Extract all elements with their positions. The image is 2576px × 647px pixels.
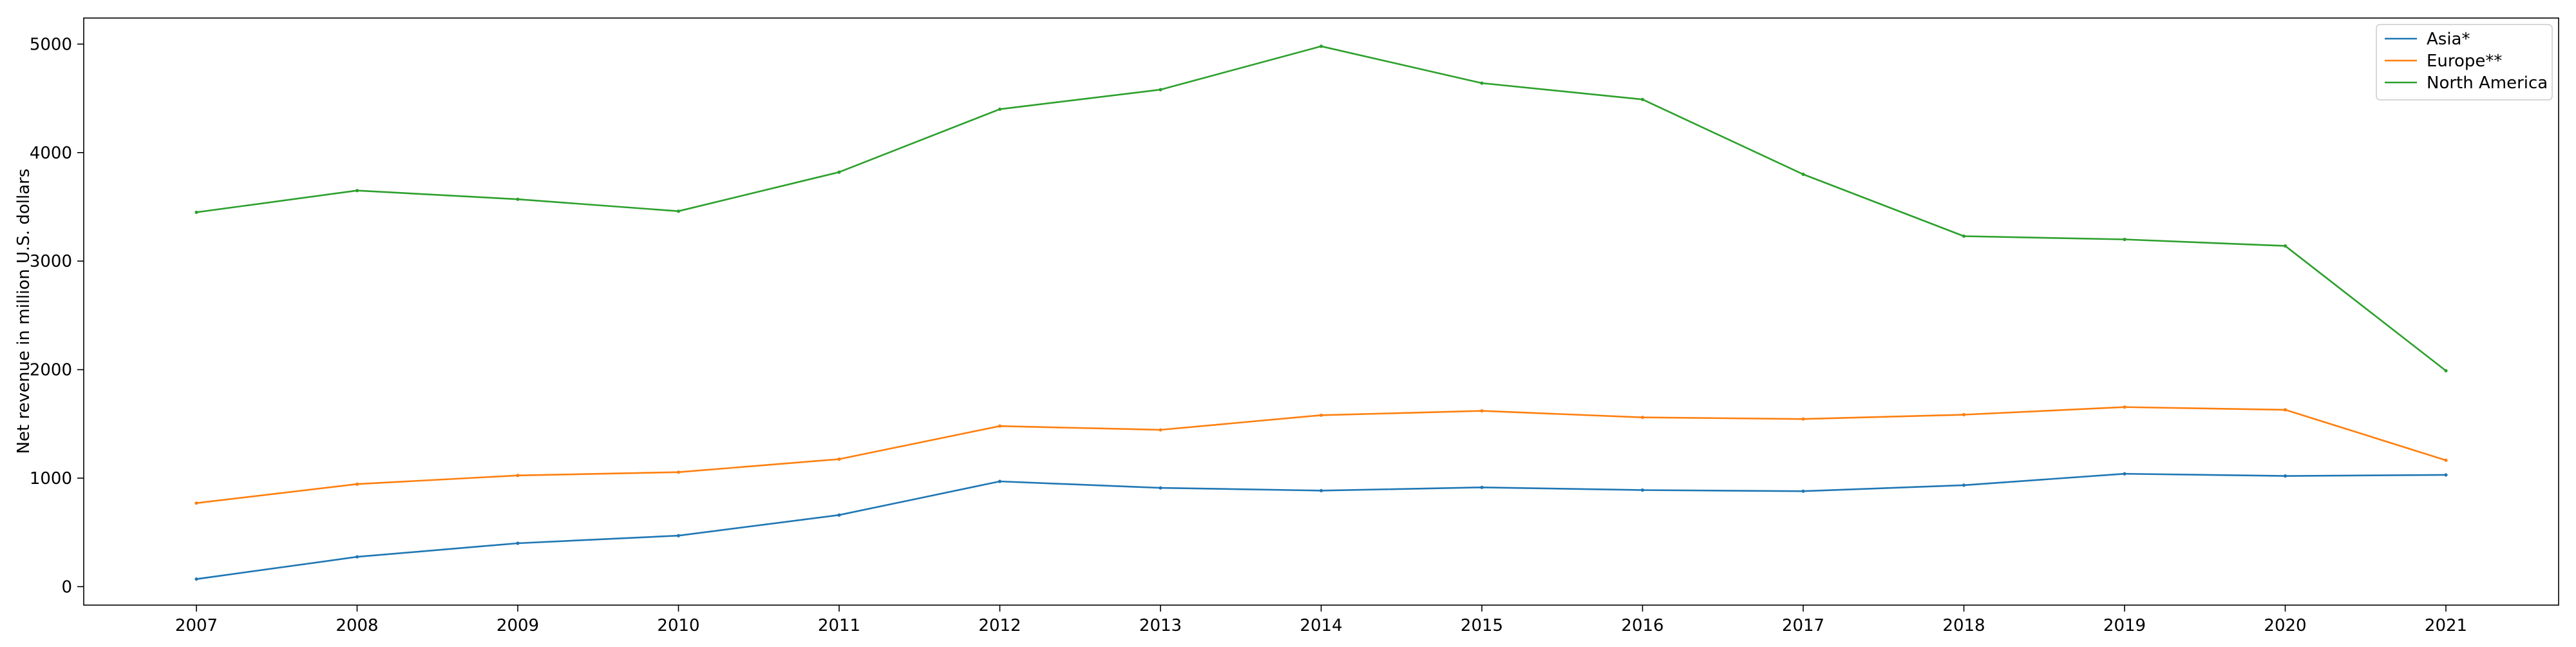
data-point-north-america (2444, 369, 2448, 372)
legend-label: Asia* (2427, 30, 2470, 49)
y-tick-label: 4000 (30, 144, 72, 163)
data-point-europe (1480, 409, 1484, 413)
y-tick-label: 3000 (30, 252, 72, 271)
data-point-europe (676, 470, 681, 474)
series-europe (194, 405, 2448, 505)
series-north-america (194, 44, 2448, 372)
data-point-europe (2444, 458, 2448, 462)
data-point-asia (516, 541, 520, 545)
data-point-asia (2123, 472, 2126, 476)
x-tick-label: 2019 (2103, 616, 2146, 635)
x-tick-label: 2010 (657, 616, 699, 635)
series-line-north-america (195, 45, 2447, 372)
y-axis: 0 1000 2000 3000 4000 5000 (30, 35, 84, 597)
data-point-north-america (1801, 172, 1805, 177)
data-point-europe (355, 482, 359, 486)
data-point-asia (194, 577, 198, 581)
data-point-asia (1962, 483, 1966, 487)
x-tick-label: 2016 (1621, 616, 1663, 635)
data-point-asia (1640, 488, 1645, 492)
data-point-europe (1962, 412, 1966, 417)
data-point-asia (676, 534, 681, 537)
data-point-asia (355, 555, 359, 559)
x-tick-label: 2017 (1782, 616, 1824, 635)
data-point-asia (998, 479, 1002, 483)
data-point-north-america (1480, 81, 1484, 85)
legend-box (2376, 24, 2553, 101)
series-asia (194, 472, 2448, 581)
data-point-europe (1319, 413, 1323, 417)
series-line-europe (195, 406, 2447, 505)
data-point-north-america (1159, 88, 1162, 92)
data-point-asia (1319, 488, 1323, 492)
x-tick-label: 2012 (978, 616, 1021, 635)
data-point-europe (2283, 408, 2287, 412)
legend: Asia* Europe** North America (2376, 24, 2553, 101)
x-tick-label: 2014 (1300, 616, 1342, 635)
data-point-europe (998, 424, 1002, 428)
legend-label: Europe** (2427, 52, 2502, 71)
data-point-asia (2283, 474, 2287, 478)
data-point-europe (194, 501, 198, 505)
x-tick-label: 2018 (1942, 616, 1985, 635)
data-point-asia (1159, 486, 1162, 490)
data-point-north-america (194, 210, 198, 215)
x-tick-label: 2009 (497, 616, 539, 635)
y-tick-label: 0 (61, 577, 72, 597)
data-point-asia (837, 513, 841, 517)
data-point-north-america (676, 209, 681, 213)
plot-area-frame (83, 17, 2559, 606)
data-point-north-america (1319, 44, 1323, 48)
data-point-asia (1801, 489, 1805, 493)
data-point-north-america (1962, 234, 1966, 238)
y-axis-label: Net revenue in million U.S. dollars (14, 169, 33, 454)
x-tick-label: 2007 (175, 616, 218, 635)
y-tick-label: 5000 (30, 35, 72, 54)
y-tick-label: 1000 (30, 469, 72, 488)
data-point-asia (1480, 485, 1484, 489)
data-point-north-america (2283, 244, 2287, 248)
x-tick-label: 2015 (1461, 616, 1503, 635)
data-point-north-america (2123, 237, 2126, 242)
x-tick-label: 2021 (2425, 616, 2467, 635)
data-point-europe (1159, 428, 1162, 432)
data-point-north-america (837, 170, 841, 174)
data-point-north-america (1640, 97, 1645, 101)
data-point-north-america (998, 107, 1002, 111)
data-point-europe (1801, 417, 1805, 421)
data-point-europe (837, 457, 841, 461)
x-axis: 2007 2008 2009 2010 2011 2012 2013 2014 2015 2016… (175, 605, 2467, 635)
legend-label: North America (2427, 73, 2548, 93)
data-point-asia (2444, 473, 2448, 477)
data-point-north-america (516, 197, 520, 201)
x-tick-label: 2011 (818, 616, 860, 635)
data-point-europe (2123, 405, 2126, 409)
series-lines (194, 44, 2448, 581)
y-tick-label: 2000 (30, 361, 72, 380)
data-point-europe (516, 474, 520, 478)
data-point-north-america (355, 189, 359, 193)
x-tick-label: 2020 (2264, 616, 2306, 635)
x-tick-label: 2013 (1139, 616, 1182, 635)
x-tick-label: 2008 (336, 616, 378, 635)
data-point-europe (1640, 416, 1645, 420)
